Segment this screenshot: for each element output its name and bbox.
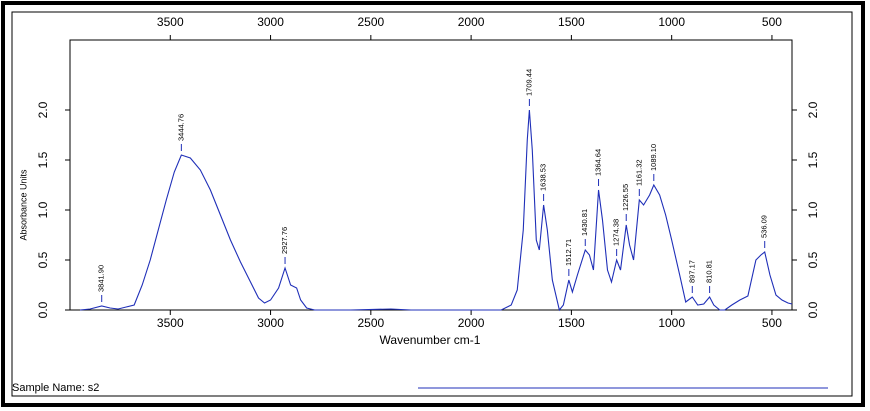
footer: Sample Name: s2 bbox=[12, 382, 99, 394]
x-tick-label: 3500 bbox=[157, 316, 184, 330]
peak-label: 1089.10 bbox=[649, 144, 658, 171]
x-tick-label-top: 2500 bbox=[357, 15, 384, 29]
y-tick-label: 2.0 bbox=[36, 101, 50, 118]
x-tick-label: 2000 bbox=[458, 316, 485, 330]
y-tick-label: 0.5 bbox=[36, 251, 50, 268]
x-tick-label-top: 3500 bbox=[157, 15, 184, 29]
y-tick-label-right: 1.0 bbox=[806, 201, 820, 218]
x-tick-label: 1500 bbox=[558, 316, 585, 330]
peak-label: 2927.76 bbox=[280, 227, 289, 254]
y-tick-label-right: 1.5 bbox=[806, 151, 820, 168]
x-tick-label-top: 1500 bbox=[558, 15, 585, 29]
x-tick-label: 500 bbox=[762, 316, 782, 330]
peak-label: 1161.32 bbox=[634, 159, 643, 186]
peak-label: 897.17 bbox=[687, 260, 696, 283]
y-tick-label: 1.5 bbox=[36, 151, 50, 168]
peak-label: 1364.64 bbox=[594, 149, 603, 176]
y-tick-label-right: 0.5 bbox=[806, 251, 820, 268]
spectrum-line bbox=[79, 109, 793, 312]
plot-frame bbox=[69, 39, 793, 311]
x-tick-label: 1000 bbox=[658, 316, 685, 330]
peak-label: 1709.44 bbox=[524, 69, 533, 96]
y-axis-label: Absorbance Units bbox=[18, 169, 28, 241]
peak-label: 1512.71 bbox=[564, 239, 573, 266]
peak-label: 3841.90 bbox=[97, 265, 106, 292]
y-tick-label-right: 0.0 bbox=[806, 301, 820, 318]
peak-label: 1274.38 bbox=[612, 219, 621, 246]
peak-label: 536.09 bbox=[760, 215, 769, 238]
x-tick-label: 2500 bbox=[357, 316, 384, 330]
peak-label: 3444.76 bbox=[176, 114, 185, 141]
x-tick-label: 3000 bbox=[257, 316, 284, 330]
x-tick-label-top: 1000 bbox=[658, 15, 685, 29]
x-tick-label-top: 3000 bbox=[257, 15, 284, 29]
peak-label: 1430.81 bbox=[580, 209, 589, 236]
y-tick-label: 0.0 bbox=[36, 301, 50, 318]
inner-frame bbox=[11, 11, 853, 397]
peak-label: 1226.55 bbox=[621, 184, 630, 211]
peak-label: 1638.53 bbox=[539, 164, 548, 191]
x-tick-label-top: 500 bbox=[762, 15, 782, 29]
x-axis-label: Wavenumber cm-1 bbox=[380, 333, 481, 347]
x-tick-label-top: 2000 bbox=[458, 15, 485, 29]
peak-label: 810.81 bbox=[705, 260, 714, 283]
y-tick-label: 1.0 bbox=[36, 201, 50, 218]
y-tick-label-right: 2.0 bbox=[806, 101, 820, 118]
